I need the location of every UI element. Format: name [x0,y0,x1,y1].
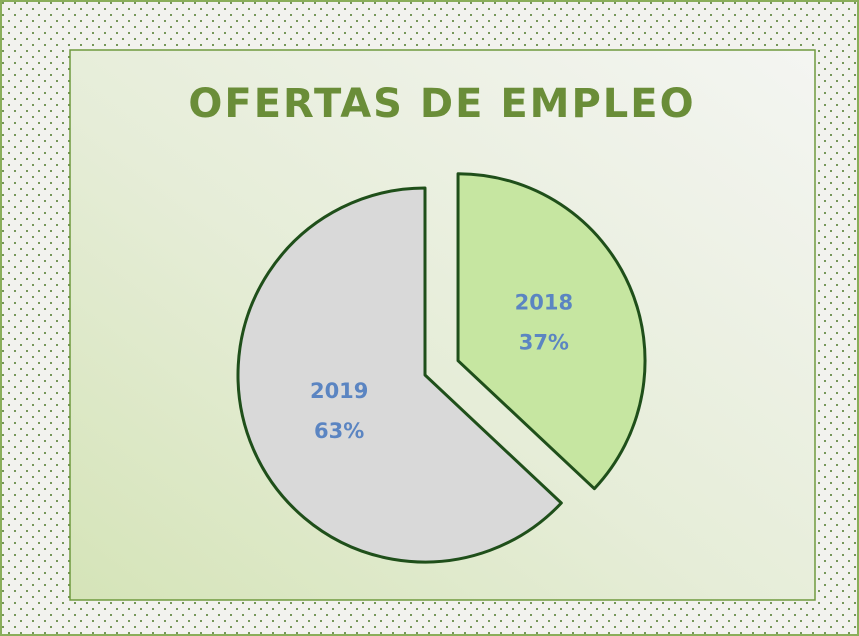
pie-slice [236,186,563,564]
slice-value-label: 37% [519,331,569,355]
chart-title: OFERTAS DE EMPLEO [188,81,695,127]
slice-category-label: 2018 [515,291,573,315]
slice-category-label: 2019 [310,379,368,403]
slice-value-label: 63% [314,419,364,443]
pie-slice [456,172,647,491]
